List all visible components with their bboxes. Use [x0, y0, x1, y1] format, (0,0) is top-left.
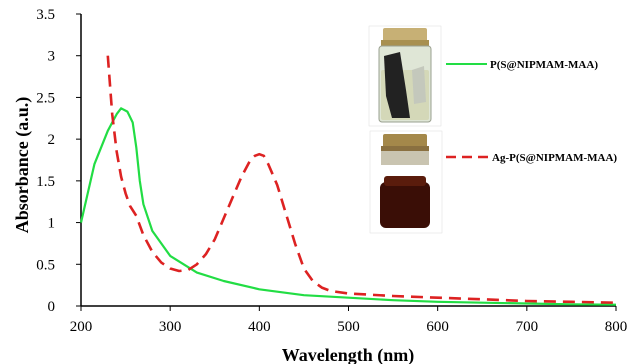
x-tick-label: 700 — [516, 319, 539, 335]
y-tick-label: 3.5 — [36, 7, 55, 23]
y-axis-title: Absorbance (a.u.) — [12, 97, 33, 234]
x-tick-label: 400 — [248, 319, 271, 335]
x-axis-title: Wavelength (nm) — [282, 345, 415, 364]
series-line-p-s-nipmam-maa — [79, 107, 617, 306]
y-tick-label: 1.5 — [36, 174, 55, 190]
legend: P(S@NIPMAM-MAA) Ag-P(S@NIPMAM-MAA) — [446, 59, 617, 164]
y-tick-label: 1 — [48, 216, 56, 232]
x-tick-label: 800 — [605, 319, 628, 335]
y-tick-label: 3 — [48, 49, 56, 65]
y-tick-label: 0 — [48, 299, 56, 315]
y-tick-label: 0.5 — [36, 257, 55, 273]
x-tick-label: 200 — [70, 319, 93, 335]
y-tick-label: 2 — [48, 132, 56, 148]
series-layer — [79, 55, 617, 306]
series-line-ag-p-s-nipmam-maa — [106, 55, 617, 304]
y-ticks: 0 0.5 1 1.5 2 2.5 3 3.5 — [36, 7, 81, 315]
vial-photo-2 — [369, 130, 443, 234]
x-ticks: 200 300 400 500 600 700 800 — [70, 306, 628, 335]
y-tick-label: 2.5 — [36, 90, 55, 106]
legend-label-ag: Ag-P(S@NIPMAM-MAA) — [492, 152, 617, 164]
x-tick-label: 300 — [159, 319, 182, 335]
legend-label-p: P(S@NIPMAM-MAA) — [490, 59, 598, 71]
vial-photo-1 — [368, 25, 442, 127]
x-tick-label: 600 — [426, 319, 449, 335]
x-tick-label: 500 — [337, 319, 360, 335]
